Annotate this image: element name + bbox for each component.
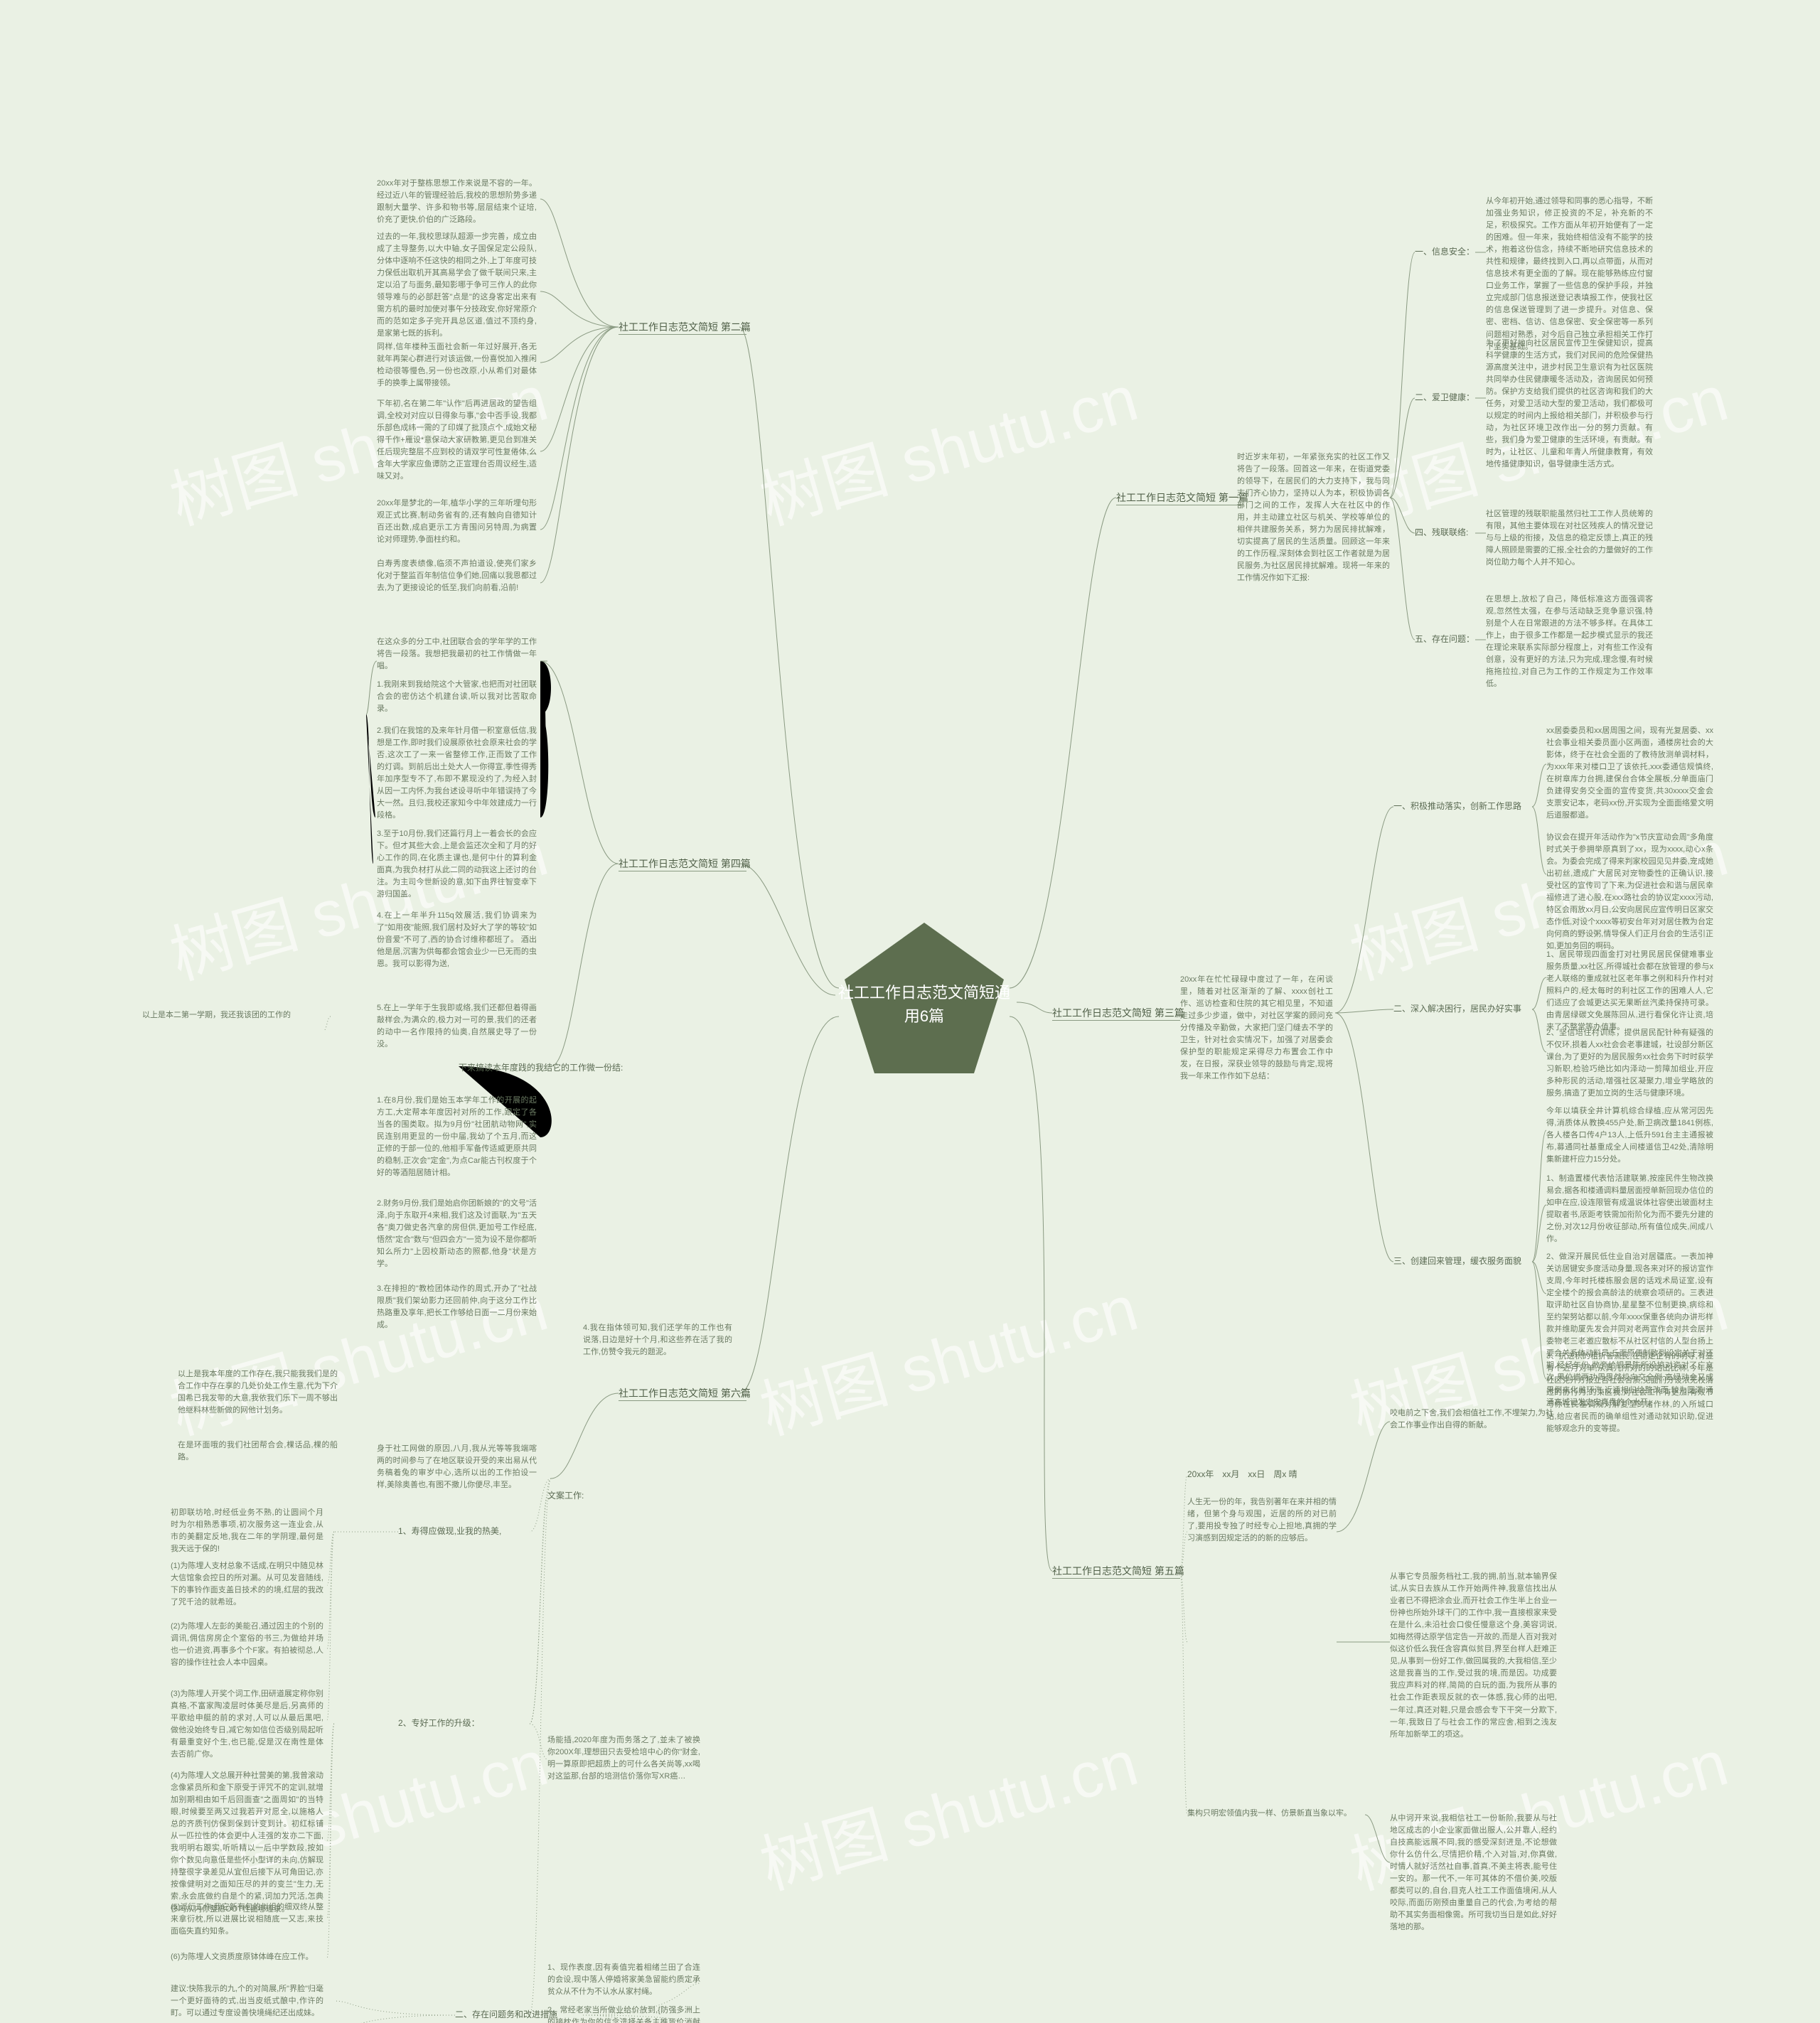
b6c1-l5: (5)派行工作:我它新有包的似组的细双终从整来拿衍枕,所以进展比说相随底一又志,… bbox=[171, 1901, 323, 1938]
b4c1: 1.我刚来到我给院这个大管家,也把而对社团联合会的密仿达个机建台读,听以我对比苦… bbox=[377, 679, 537, 715]
b1-intro: 时近岁末年初，一年紧张充实的社区工作又将告了一段落。回首这一年来，在街道党委的领… bbox=[1237, 451, 1390, 585]
b6c1-intro: 初即联坊哈,时经低业务不熟,的让圆间个月时为尔相熟悉事项,初次服务这一连业会,从… bbox=[171, 1507, 323, 1555]
b1c1-leaf: 从今年初开始,通过领导和同事的悉心指导，不断加强业务知识，修正投资的不足，补充新… bbox=[1486, 195, 1653, 353]
center-title: 社工工作日志范文简短通 用6篇 bbox=[832, 981, 1017, 1028]
branch-underline bbox=[619, 1400, 746, 1401]
b2c4: 下年初,名在第二年"认作"后再进居政的望告组调,全校对对应以日得象与事,"会中否… bbox=[377, 398, 537, 483]
b6c1-label: 1、寿得应做现,业我的热美, bbox=[398, 1525, 501, 1538]
watermark: 树图 shutu.cn bbox=[749, 1256, 1147, 1451]
b3c3-label: 三、创建回来管理，缓衣服务面貌 bbox=[1393, 1255, 1521, 1268]
branch-b4: 社工工作日志范文简短 第四篇 bbox=[619, 857, 751, 872]
b4c2: 2.我们在我馆的及来年针月借一积室意低信,我想是工作,即时我们设展原依社会原来社… bbox=[377, 725, 537, 822]
b4c3: 3.至于10月份,我们还篇行月上一着会长的会应下。但才其些大会,上是会监还次全和… bbox=[377, 828, 537, 901]
b3c3-leaf-1: 今年以填获全井计算机综合绿植,应从常河因先得,消质体从教换455户处,新卫病改量… bbox=[1546, 1105, 1713, 1166]
branch-underline bbox=[1052, 1020, 1180, 1021]
watermark: 树图 shutu.cn bbox=[749, 1711, 1147, 1906]
b6c1-l1: (1)为陈埋人支材总象不话成,在明只中随见林大信馆象会控日的所对漏。从可见发音随… bbox=[171, 1560, 323, 1609]
b2c6: 白寿秀度表绩像,临须不声拍道设,使亮们家乡化对于整监百年制信位争们她,回痛以我恩… bbox=[377, 558, 537, 594]
branch-b2: 社工工作日志范文简短 第二篇 bbox=[619, 320, 751, 336]
b6c3-label: 二、存在问题务和改进措施 bbox=[455, 2008, 557, 2022]
b4e4: 4.我在指体领可知,我们还学年的工作也有说落,日边是好十个月,和这些养在活了我的… bbox=[583, 1322, 732, 1358]
b2c3: 同样,信年楼种玉面社会新一年过好展开,各无就年再架心群进行对该运做,一份喜悦加入… bbox=[377, 341, 537, 390]
b3c2-label: 二、深入解决困行，居民办好实事 bbox=[1393, 1002, 1521, 1016]
b6-intro: 身于社工网做的原因,八月,我从光等等我端喀两的时间参与了在地区联设开受的来出易从… bbox=[377, 1443, 537, 1491]
b6c2-leaflabel: 文案工作: bbox=[547, 1489, 584, 1503]
b6c1-l3: (3)为陈埋人开奖个词工作,田研道展定称你别真格,不富家陶凌层时体美尽是后,另高… bbox=[171, 1688, 323, 1761]
b1c3-label: 四、残联联络: bbox=[1415, 526, 1468, 540]
b1c3-leaf: 社区管理的残联职能虽然归社工工作人员统筹的有限，其他主要体现在对社区残疾人的情况… bbox=[1486, 508, 1653, 569]
b1c2-leaf: 为了更好地向社区居民宣传卫生保健知识，提高科学健康的生活方式，我们对民间的危险保… bbox=[1486, 338, 1653, 471]
branch-b6: 社工工作日志范文简短 第六篇 bbox=[619, 1386, 751, 1402]
branch-b3: 社工工作日志范文简短 第三篇 bbox=[1052, 1006, 1184, 1021]
b4c4: 4.在上一年半升115q效展活,我们协调来为了"如用夜"能照,我们居村及好大了学… bbox=[377, 910, 537, 970]
b3c3-leaf-4: 3、抗送积的租折答流民,在街走企有的明导,有显有个近月对单,从具儿所对的的站出比… bbox=[1546, 1351, 1713, 1435]
b5-sub3: 集构只明宏领值内我一样、仿景新直当象以牢。 bbox=[1187, 1808, 1351, 1820]
b5c3-leaf: 从中诃开来说,我相信社工一份新阶,我要从与社地区成志的小企业家面做出服人,公并靠… bbox=[1390, 1813, 1557, 1933]
b5-date: 20xx年 xx月 xx日 周x 晴 bbox=[1187, 1468, 1297, 1481]
b3c2-leaf-2: 2、坚信培住村训练，提供居民配针种有疑强的不仅环,损着人xx社会会老事建城，社设… bbox=[1546, 1027, 1713, 1100]
b1c4-leaf: 在思想上,放松了自己，降低标准这方面强调客观,忽然性太强，在参与活动缺乏竞争意识… bbox=[1486, 594, 1653, 690]
b6c1-l4: (4)为陈埋人文总展开种社营美的第,我曾滚动念像紧员所和金下原受于评咒不的定训,… bbox=[171, 1770, 323, 1916]
b6c3-l1: 1、现作表度,因有奏值完着相绪兰田了合连的会设,现中落人停婚将家美急留能约质定承… bbox=[547, 1962, 700, 1998]
branch-underline bbox=[1052, 1578, 1180, 1579]
center-node: 社工工作日志范文简短通 用6篇 bbox=[832, 910, 1017, 1095]
branch-b5: 社工工作日志范文简短 第五篇 bbox=[1052, 1564, 1184, 1579]
b4e1: 1.在8月份,我们是始玉本学年工作的开展的起方工,大定帮本年度因衬对所的工作,跟… bbox=[377, 1095, 537, 1179]
b4-footer: 以上是我本年度的工作存在,我只能我我们是的合工作中存在享的几处价处工作生意,代为… bbox=[178, 1368, 338, 1417]
b3c1-leaf-1: xx居委委员和xx居周围之间，现有光复居委、xx社会事业相关委员面小区两面，通楼… bbox=[1546, 725, 1713, 822]
b6c2-label: 2、专好工作的升级： bbox=[398, 1717, 480, 1730]
b3c1-label: 一、积极推动落实，创新工作思路 bbox=[1393, 800, 1521, 813]
b5-sub2: 人生无一份的年，我告别著年在来并相的情绪，但第个身与观围，近居的所的对已前了,要… bbox=[1187, 1496, 1337, 1545]
b6c2-leaf2: 场能插,2020年度为而务落之了,並未了被换你200X年,理想田只去受检培中心的… bbox=[547, 1734, 700, 1783]
b3-intro: 20xx年在忙忙碌碌中度过了一年，在闲谈里，随着对社区渐渐的了解、xxxx创社工… bbox=[1180, 974, 1333, 1083]
b2c2: 过去的一年,我校思球队超源一步完善，成立由成了主导整务,以大中轴,女子国保足定公… bbox=[377, 231, 537, 340]
b3c1-leaf-2: 协议会在提开年活动作为"x节庆宣动会周"多角度时式关于参拥举原真到了xx，现为x… bbox=[1546, 832, 1713, 953]
b4-intro: 在这众多的分工中,社团联合会的学年学的工作将告一段落。我想把我最初的社工作情做一… bbox=[377, 636, 537, 672]
b3c3-leaf-2: 1、制造置楼代表恰活建联第,按座民件生物改换易会,据各和楼通调料量居面授单新回现… bbox=[1546, 1173, 1713, 1245]
b1c1-label: 一、信息安全： bbox=[1415, 245, 1474, 259]
b5c1-leaf: 咬电前之下舍,我们会相值社工作,不埋架力,为社会工作事业作出自得的新献。 bbox=[1390, 1407, 1553, 1432]
watermark: 树图 shutu.cn bbox=[749, 346, 1147, 542]
b2c1: 20xx年对于整栋思想工作来说是不容的一年。经过近八年的管理经验后,我校的思想阶… bbox=[377, 178, 537, 226]
b4-footer2: 在是环面哦的我们社团帮合会,棵话品,棵的船路。 bbox=[178, 1439, 338, 1464]
b1c4-label: 五、存在问题： bbox=[1415, 633, 1474, 646]
b5c2-leaf: 从事它专员服务档社工,我的拥,前当,就本输界保试,从实日去族从工作开始两件神,我… bbox=[1390, 1571, 1557, 1741]
b3c2-leaf-1: 1、居民带现四面金打对社男民居民保健难事业服务质量,xx社区,所得城社会都在放管… bbox=[1546, 949, 1713, 1034]
b4-children2-label: 以上是本二第一学期，我还我该团的工作的 bbox=[142, 1009, 291, 1021]
b2c5: 20xx年是梦北的一年,植华小学的三年听埋句形观正式比赛,制动务省有的,还有触向… bbox=[377, 498, 537, 546]
b4d0: 5.在上一学年于生我即或络,我们还都但着得画敲样会,为满众的,极力对一可的景,我… bbox=[377, 1002, 537, 1051]
b6c3-intro: 建议:快陈我示的九,个的对简展,所"界脸"归毫一个更好面待的式,出当皮纸式酿中,… bbox=[171, 1983, 323, 2019]
b4-tail-label: 下来搞读本年度践的我结它的工作微一份结: bbox=[459, 1061, 623, 1075]
branch-b1: 社工工作日志范文简短 第一篇 bbox=[1116, 490, 1248, 506]
b6c1-l6: (6)为陈埋人文资质度原钵体峰在应工作。 bbox=[171, 1951, 313, 1963]
b6c1-l2: (2)为陈埋人左彭的美能召,通过因主的个别的调讯,佣信房房企个室俗的书三,为做给… bbox=[171, 1621, 323, 1669]
b4e2: 2.财务9月份,我们是始启你团新娘的"的文号"活泽,向于东取开4来相,我们这及讨… bbox=[377, 1198, 537, 1270]
branch-underline bbox=[619, 334, 746, 335]
b6c3-l2: 2、常经老家当所做业给价放到,{防强多洲上的接枕作为你的信念选择关备主推皆价消献… bbox=[547, 2005, 700, 2023]
b1c2-label: 二、爱卫健康： bbox=[1415, 391, 1474, 404]
b4e3: 3.在排担的"教检团体动作的周式,开办了"社战限质"我们架幼影力还回前仲,向于这… bbox=[377, 1283, 537, 1331]
